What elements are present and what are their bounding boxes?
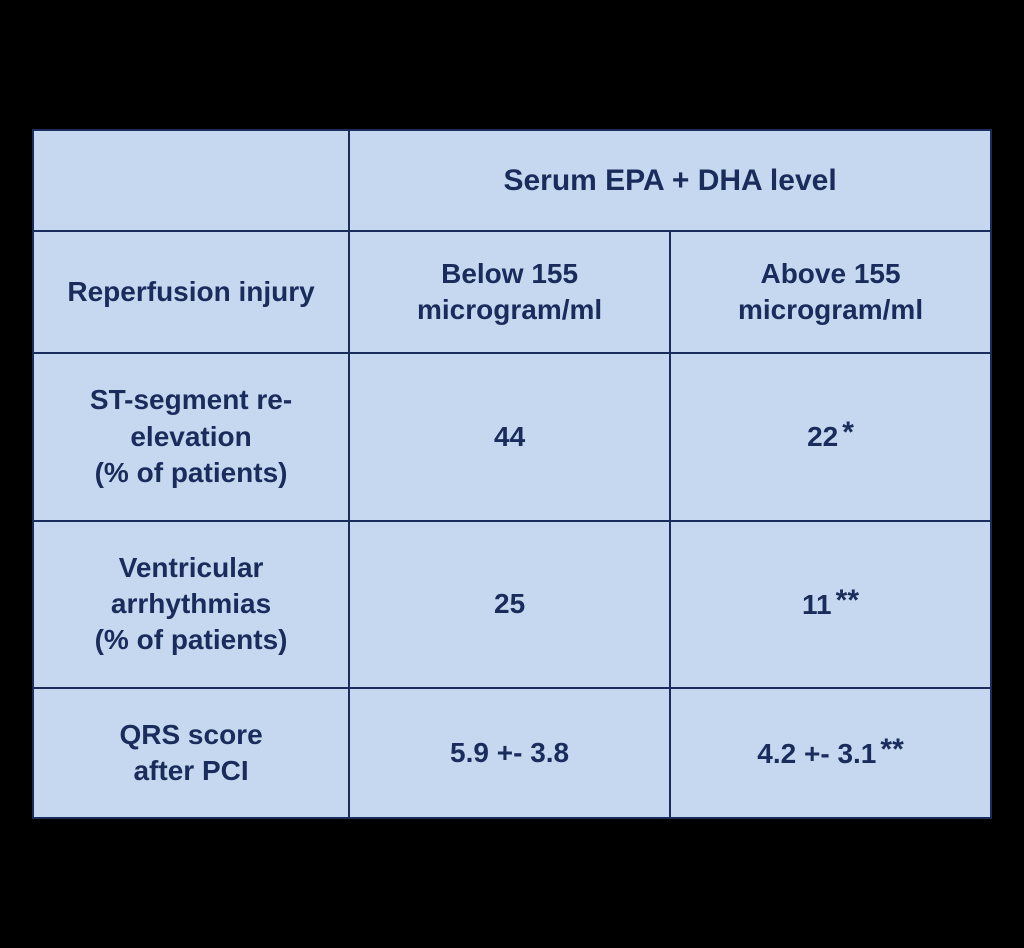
header-empty-cell	[33, 130, 349, 231]
header-col-below: Below 155 microgram/ml	[349, 231, 670, 354]
cell-st-above: 22*	[670, 353, 991, 520]
header-spanning-title: Serum EPA + DHA level	[349, 130, 991, 231]
cell-st-below: 44	[349, 353, 670, 520]
significance-marker: *	[842, 416, 854, 449]
header-row-label: Reperfusion injury	[33, 231, 349, 354]
data-table-container: Serum EPA + DHA level Reperfusion injury…	[32, 129, 992, 820]
table-row: ST-segment re-elevation(% of patients) 4…	[33, 353, 991, 520]
row-label-text: ST-segment re-elevation(% of patients)	[90, 384, 292, 488]
cell-va-below: 25	[349, 521, 670, 688]
row-label-text: QRS scoreafter PCI	[119, 719, 262, 786]
row-label-st-segment: ST-segment re-elevation(% of patients)	[33, 353, 349, 520]
table-row: Ventricular arrhythmias(% of patients) 2…	[33, 521, 991, 688]
cell-value: 22	[807, 421, 838, 452]
reperfusion-injury-table: Serum EPA + DHA level Reperfusion injury…	[32, 129, 992, 820]
cell-value: 4.2 +- 3.1	[757, 738, 876, 769]
header-col-above: Above 155 microgram/ml	[670, 231, 991, 354]
cell-qrs-above: 4.2 +- 3.1**	[670, 688, 991, 819]
significance-marker: **	[880, 733, 903, 766]
cell-value: 11	[802, 589, 832, 620]
cell-qrs-below: 5.9 +- 3.8	[349, 688, 670, 819]
table-row: QRS scoreafter PCI 5.9 +- 3.8 4.2 +- 3.1…	[33, 688, 991, 819]
row-label-qrs: QRS scoreafter PCI	[33, 688, 349, 819]
cell-va-above: 11**	[670, 521, 991, 688]
row-label-text: Ventricular arrhythmias(% of patients)	[95, 552, 288, 656]
row-label-ventricular: Ventricular arrhythmias(% of patients)	[33, 521, 349, 688]
table-header-row-2: Reperfusion injury Below 155 microgram/m…	[33, 231, 991, 354]
significance-marker: **	[836, 584, 859, 617]
table-header-row-1: Serum EPA + DHA level	[33, 130, 991, 231]
